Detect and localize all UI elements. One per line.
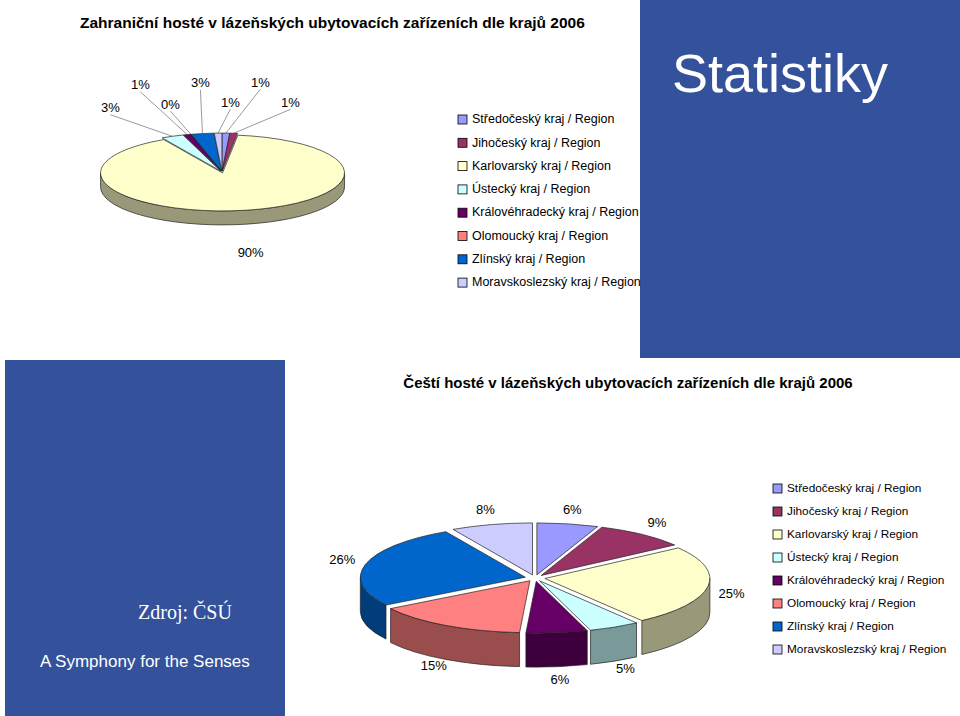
legend-swatch <box>773 599 782 608</box>
chart-title: Čeští hosté v lázeňských ubytovacích zař… <box>403 374 852 391</box>
legend: Středočeský kraj / Region Jihočeský kraj … <box>458 112 641 289</box>
slogan: A Symphony for the Senses <box>40 652 250 671</box>
data-labels: 1% 1% 90% 3% 1% 0% 3% 1% <box>101 75 300 260</box>
legend-label: Středočeský kraj / Region <box>787 481 921 495</box>
legend-swatch <box>458 138 467 147</box>
slice <box>214 133 222 171</box>
pie-chart: Zahraniční hosté v lázeňských ubytovacíc… <box>80 14 641 289</box>
legend-swatch <box>773 530 782 539</box>
legend-label: Jihočeský kraj / Region <box>787 504 908 518</box>
legend: Středočeský kraj / Region Jihočeský kraj … <box>773 481 946 656</box>
legend-swatch <box>458 255 467 264</box>
slice <box>453 523 532 575</box>
legend-label: Královéhradecký kraj / Region <box>787 573 944 587</box>
leader-line <box>234 109 291 133</box>
legend-swatch <box>773 507 782 516</box>
chart-title: Zahraniční hosté v lázeňských ubytovacíc… <box>80 14 585 31</box>
data-label: 1% <box>221 95 240 110</box>
legend-label: Středočeský kraj / Region <box>472 112 614 126</box>
legend-label: Zlínský kraj / Region <box>787 619 894 633</box>
data-label: 15% <box>421 658 447 673</box>
legend-swatch <box>458 232 467 241</box>
legend-label: Královéhradecký kraj / Region <box>472 205 639 219</box>
background <box>0 0 960 716</box>
legend-swatch <box>458 208 467 217</box>
legend-swatch <box>773 645 782 654</box>
data-label: 1% <box>131 77 150 92</box>
slide: Statistiky Zdroj: ČSÚ A Symphony for the S… <box>0 0 960 716</box>
data-label: 5% <box>616 661 635 676</box>
legend-swatch <box>458 162 467 171</box>
data-label: 9% <box>648 515 667 530</box>
legend-label: Olomoucký kraj / Region <box>472 229 608 243</box>
data-label: 90% <box>238 245 264 260</box>
legend-label: Ústecký kraj / Region <box>787 550 898 564</box>
leader-line <box>200 90 202 134</box>
slice-side <box>526 631 587 668</box>
source: Zdroj: ČSÚ <box>138 600 232 624</box>
data-label: 1% <box>251 75 270 90</box>
slice <box>191 133 221 171</box>
legend-swatch <box>773 553 782 562</box>
legend-label: Zlínský kraj / Region <box>472 252 585 266</box>
slice <box>101 135 345 211</box>
data-label: 6% <box>563 502 582 517</box>
slice <box>526 581 587 633</box>
data-label: 3% <box>101 100 120 115</box>
pie-slices <box>101 133 345 211</box>
panel-top-right <box>640 0 960 358</box>
legend-swatch <box>458 115 467 124</box>
pie-chart: Čeští hosté v lázeňských ubytovacích zař… <box>329 374 946 687</box>
legend-label: Ústecký kraj / Region <box>472 181 590 196</box>
leader-line <box>110 115 172 137</box>
legend-swatch <box>458 185 467 194</box>
leader-line <box>170 111 190 134</box>
data-labels: 6% 9% 25% 5% 6% 15% 26% 8% <box>329 502 745 687</box>
heading: Statistiky <box>672 43 888 103</box>
legend-label: Moravskoslezský kraj / Region <box>472 275 641 289</box>
data-label: 8% <box>476 502 495 517</box>
panel-bottom-left <box>5 360 285 716</box>
data-label: 25% <box>719 586 745 601</box>
legend-label: Moravskoslezský kraj / Region <box>787 642 946 656</box>
legend-label: Karlovarský kraj / Region <box>787 527 918 541</box>
data-label: 6% <box>551 672 570 687</box>
legend-swatch <box>773 622 782 631</box>
legend-swatch <box>773 484 782 493</box>
leader-line <box>140 92 187 135</box>
data-label: 26% <box>329 552 355 567</box>
data-label: 0% <box>161 97 180 112</box>
legend-label: Olomoucký kraj / Region <box>787 596 916 610</box>
legend-swatch <box>458 278 467 287</box>
legend-swatch <box>773 576 782 585</box>
legend-label: Jihočeský kraj / Region <box>472 136 601 150</box>
leader-line <box>218 109 230 133</box>
pie-slices <box>360 523 710 633</box>
legend-label: Karlovarský kraj / Region <box>472 159 611 173</box>
data-label: 1% <box>281 95 300 110</box>
data-label: 3% <box>191 75 210 90</box>
